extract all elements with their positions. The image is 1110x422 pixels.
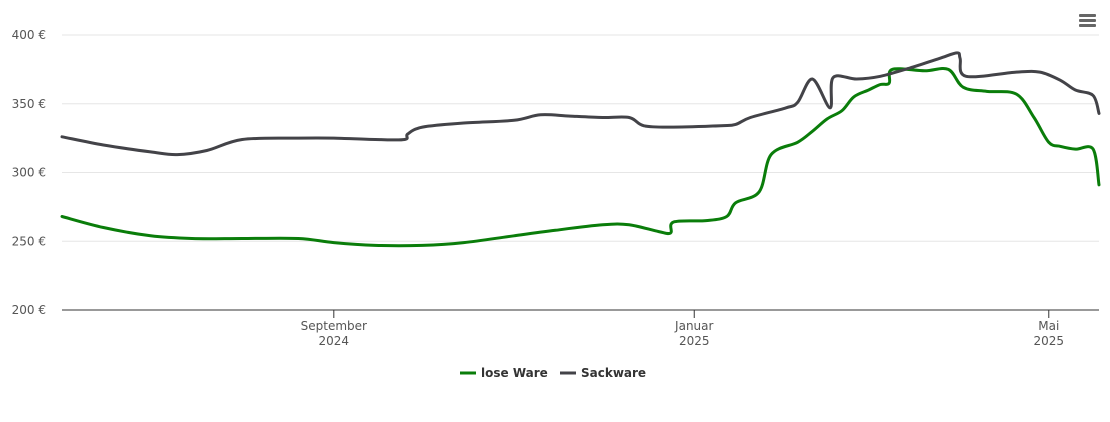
- hamburger-menu-icon[interactable]: [1078, 12, 1098, 32]
- x-tick-year-label: 2024: [319, 334, 350, 348]
- grid-lines: [62, 34, 1099, 242]
- menu-bar: [1079, 14, 1096, 17]
- legend: lose Ware Sackware: [460, 366, 646, 380]
- menu-bar: [1079, 19, 1096, 22]
- y-tick-label: 400 €: [12, 28, 46, 42]
- legend-label: Sackware: [581, 366, 646, 380]
- series-line-lose-ware[interactable]: [60, 66, 1101, 248]
- menu-bar: [1079, 24, 1096, 27]
- x-tick-year-label: 2025: [679, 334, 710, 348]
- y-tick-label: 300 €: [12, 166, 46, 180]
- x-tick-year-label: 2025: [1034, 334, 1065, 348]
- y-tick-label: 350 €: [12, 97, 46, 111]
- y-axis: 200 € 250 € 300 € 350 € 400 €: [12, 28, 46, 317]
- x-tick-label: September: [301, 319, 367, 333]
- series-line-sackware[interactable]: [60, 51, 1101, 157]
- x-tick-label: Mai: [1038, 319, 1059, 333]
- legend-label: lose Ware: [481, 366, 548, 380]
- legend-item-sackware[interactable]: Sackware: [560, 366, 646, 380]
- y-tick-label: 250 €: [12, 234, 46, 248]
- legend-item-lose-ware[interactable]: lose Ware: [460, 366, 548, 380]
- x-tick-label: Januar: [674, 319, 713, 333]
- plot-area: [60, 51, 1101, 248]
- y-tick-label: 200 €: [12, 303, 46, 317]
